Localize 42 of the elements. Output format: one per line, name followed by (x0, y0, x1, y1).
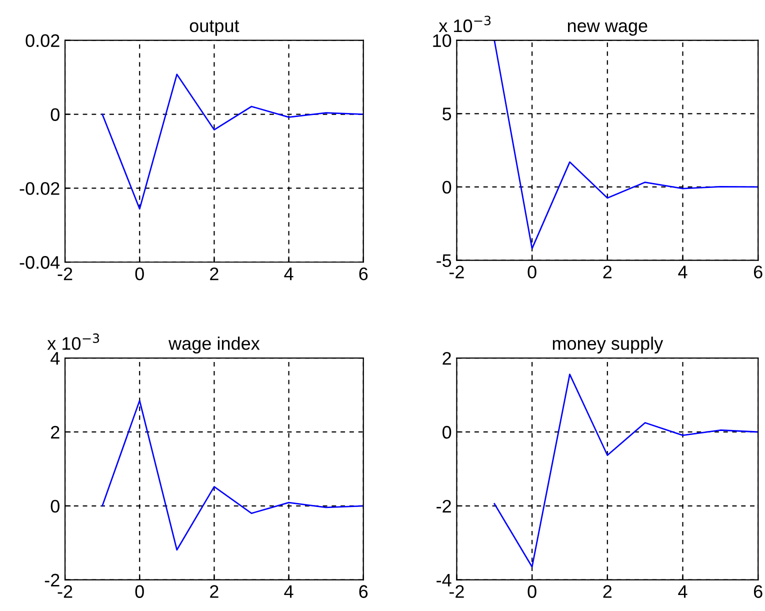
line-series (494, 374, 758, 568)
chart-title: new wage (568, 22, 648, 36)
x-tick-label: 0 (135, 585, 144, 598)
y-tick-label: 0 (442, 426, 452, 439)
y-tick-label: 0 (442, 180, 452, 194)
line-series (494, 40, 758, 250)
chart-title: output (190, 20, 240, 36)
x-tick-label: 2 (603, 585, 612, 598)
x-tick-label: 6 (359, 267, 368, 280)
y-tick-label: 4 (50, 352, 60, 365)
x-tick-label: 2 (210, 585, 218, 598)
x-tick-label: 0 (135, 267, 144, 280)
y-tick-label: -4 (436, 574, 452, 586)
y-tick-label: 5 (442, 108, 452, 120)
y-tick-label: -0.04 (20, 256, 60, 269)
text: x 10$^{−3}$ (47, 333, 100, 350)
x-tick-label: 0 (528, 266, 536, 278)
y-tick-label: 2 (51, 426, 60, 439)
x-tick-label: 2 (603, 266, 612, 278)
x-tick-label: 4 (678, 585, 688, 598)
chart-title: wage index (168, 336, 260, 354)
y-tick-label: -5 (436, 254, 452, 268)
x-tick-label: 6 (359, 585, 368, 598)
y-tick-label: -0.02 (20, 182, 60, 195)
x-tick-label: 4 (284, 585, 294, 598)
chart-title: money supply (552, 336, 664, 354)
x-tick-label: 2 (210, 267, 218, 280)
text: x 10$^{−3}$ (438, 16, 491, 32)
y-tick-label: 0.02 (26, 34, 60, 48)
line-series (102, 74, 364, 210)
y-tick-label: -2 (436, 500, 451, 512)
x-tick-label: 4 (678, 266, 688, 278)
x-tick-label: 6 (754, 266, 762, 278)
x-tick-label: 6 (754, 585, 762, 598)
line-series (102, 400, 364, 551)
y-tick-label: 0 (50, 108, 60, 121)
y-tick-label: 0 (50, 500, 60, 513)
x-tick-label: 4 (284, 268, 294, 280)
x-tick-label: 0 (528, 585, 536, 598)
y-tick-label: 2 (442, 352, 451, 365)
y-tick-label: 10 (433, 34, 452, 48)
y-tick-label: -2 (44, 574, 60, 586)
